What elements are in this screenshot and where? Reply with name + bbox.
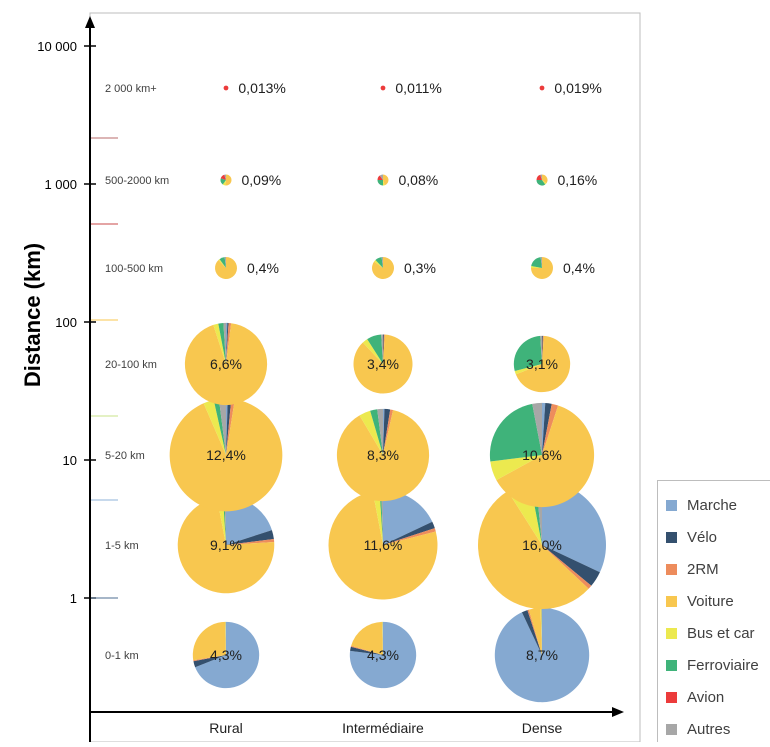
row-label: 1-5 km <box>105 540 139 552</box>
legend-label: Avion <box>687 689 724 706</box>
legend-swatch <box>666 532 677 543</box>
y-tick-label: 1 <box>70 591 77 606</box>
legend-swatch <box>666 596 677 607</box>
pie-value-label: 4,3% <box>210 647 242 663</box>
pie-value-label: 0,4% <box>247 260 279 276</box>
legend-label: Voiture <box>687 593 734 610</box>
pie-value-label: 0,3% <box>404 260 436 276</box>
legend-item: Avion <box>666 687 724 707</box>
row-label: 500-2000 km <box>105 175 169 187</box>
pie <box>531 257 553 279</box>
legend-item: Autres <box>666 719 730 739</box>
pie-slice <box>540 86 545 91</box>
y-tick-label: 1 000 <box>44 177 77 192</box>
column-label: Intermédiaire <box>342 720 424 736</box>
legend-swatch <box>666 628 677 639</box>
legend-swatch <box>666 724 677 735</box>
legend-swatch <box>666 660 677 671</box>
pie-value-label: 8,3% <box>367 447 399 463</box>
column-label: Dense <box>522 720 563 736</box>
pie-slice <box>378 180 384 186</box>
pie-value-label: 0,08% <box>399 172 439 188</box>
legend-label: Bus et car <box>687 625 755 642</box>
pie-value-label: 8,7% <box>526 647 558 663</box>
pie-value-label: 0,011% <box>395 80 441 96</box>
pie-value-label: 3,1% <box>526 356 558 372</box>
pie-value-label: 0,09% <box>242 172 282 188</box>
legend-label: Autres <box>687 721 730 738</box>
legend-item: Voiture <box>666 591 734 611</box>
y-tick-label: 10 000 <box>37 39 77 54</box>
row-labels: 2 000 km+ 500-2000 km 100-500 km 20-100 km 5… <box>105 83 169 662</box>
pie-value-label: 10,6% <box>522 447 562 463</box>
column-labels: Rural Intermédiaire Dense <box>209 720 562 736</box>
column-label: Rural <box>209 720 242 736</box>
pie-value-label: 0,4% <box>563 260 595 276</box>
pie-value-label: 16,0% <box>522 537 562 553</box>
pie-value-label: 6,6% <box>210 356 242 372</box>
row-label: 100-500 km <box>105 263 163 275</box>
legend-item: Ferroviaire <box>666 655 759 675</box>
y-axis-title: Distance (km) <box>20 243 45 387</box>
pie-value-label: 9,1% <box>210 537 242 553</box>
x-axis-arrow-icon <box>612 707 624 717</box>
row-label: 0-1 km <box>105 650 139 662</box>
pie-slice <box>381 86 386 91</box>
pie <box>378 175 389 186</box>
legend-label: Vélo <box>687 529 717 546</box>
y-tick-label: 10 <box>63 453 77 468</box>
pie <box>540 86 545 91</box>
pie-slice <box>225 175 231 186</box>
y-axis-arrow-icon <box>85 16 95 28</box>
pie-value-label: 0,019% <box>554 80 601 96</box>
row-label: 2 000 km+ <box>105 83 157 95</box>
pie <box>381 86 386 91</box>
pie <box>221 175 232 186</box>
pie-slice <box>224 86 229 91</box>
pie-value-label: 0,013% <box>238 80 285 96</box>
pie <box>224 86 229 91</box>
legend-swatch <box>666 500 677 511</box>
pie-value-label: 11,6% <box>364 537 403 553</box>
legend-item: 2RM <box>666 559 719 579</box>
row-label: 5-20 km <box>105 450 145 462</box>
pie-value-label: 0,16% <box>558 172 598 188</box>
pie-value-label: 12,4% <box>206 447 246 463</box>
legend-item: Vélo <box>666 527 717 547</box>
y-tick-label: 100 <box>55 315 77 330</box>
legend-item: Bus et car <box>666 623 755 643</box>
pie-value-label: 3,4% <box>367 356 399 372</box>
legend-swatch <box>666 564 677 575</box>
legend-label: 2RM <box>687 561 719 578</box>
y-ticks: 10 000 1 000 100 10 1 <box>37 39 118 606</box>
pie-value-label: 4,3% <box>367 647 399 663</box>
pies-layer <box>170 86 606 703</box>
row-label: 20-100 km <box>105 359 157 371</box>
legend-item: Marche <box>666 495 737 515</box>
pie <box>537 175 548 186</box>
legend-label: Ferroviaire <box>687 657 759 674</box>
legend: Marche Vélo 2RM Voiture Bus et car Ferroviair… <box>657 480 770 742</box>
legend-label: Marche <box>687 497 737 514</box>
legend-swatch <box>666 692 677 703</box>
pie <box>215 257 237 279</box>
pie <box>372 257 394 279</box>
